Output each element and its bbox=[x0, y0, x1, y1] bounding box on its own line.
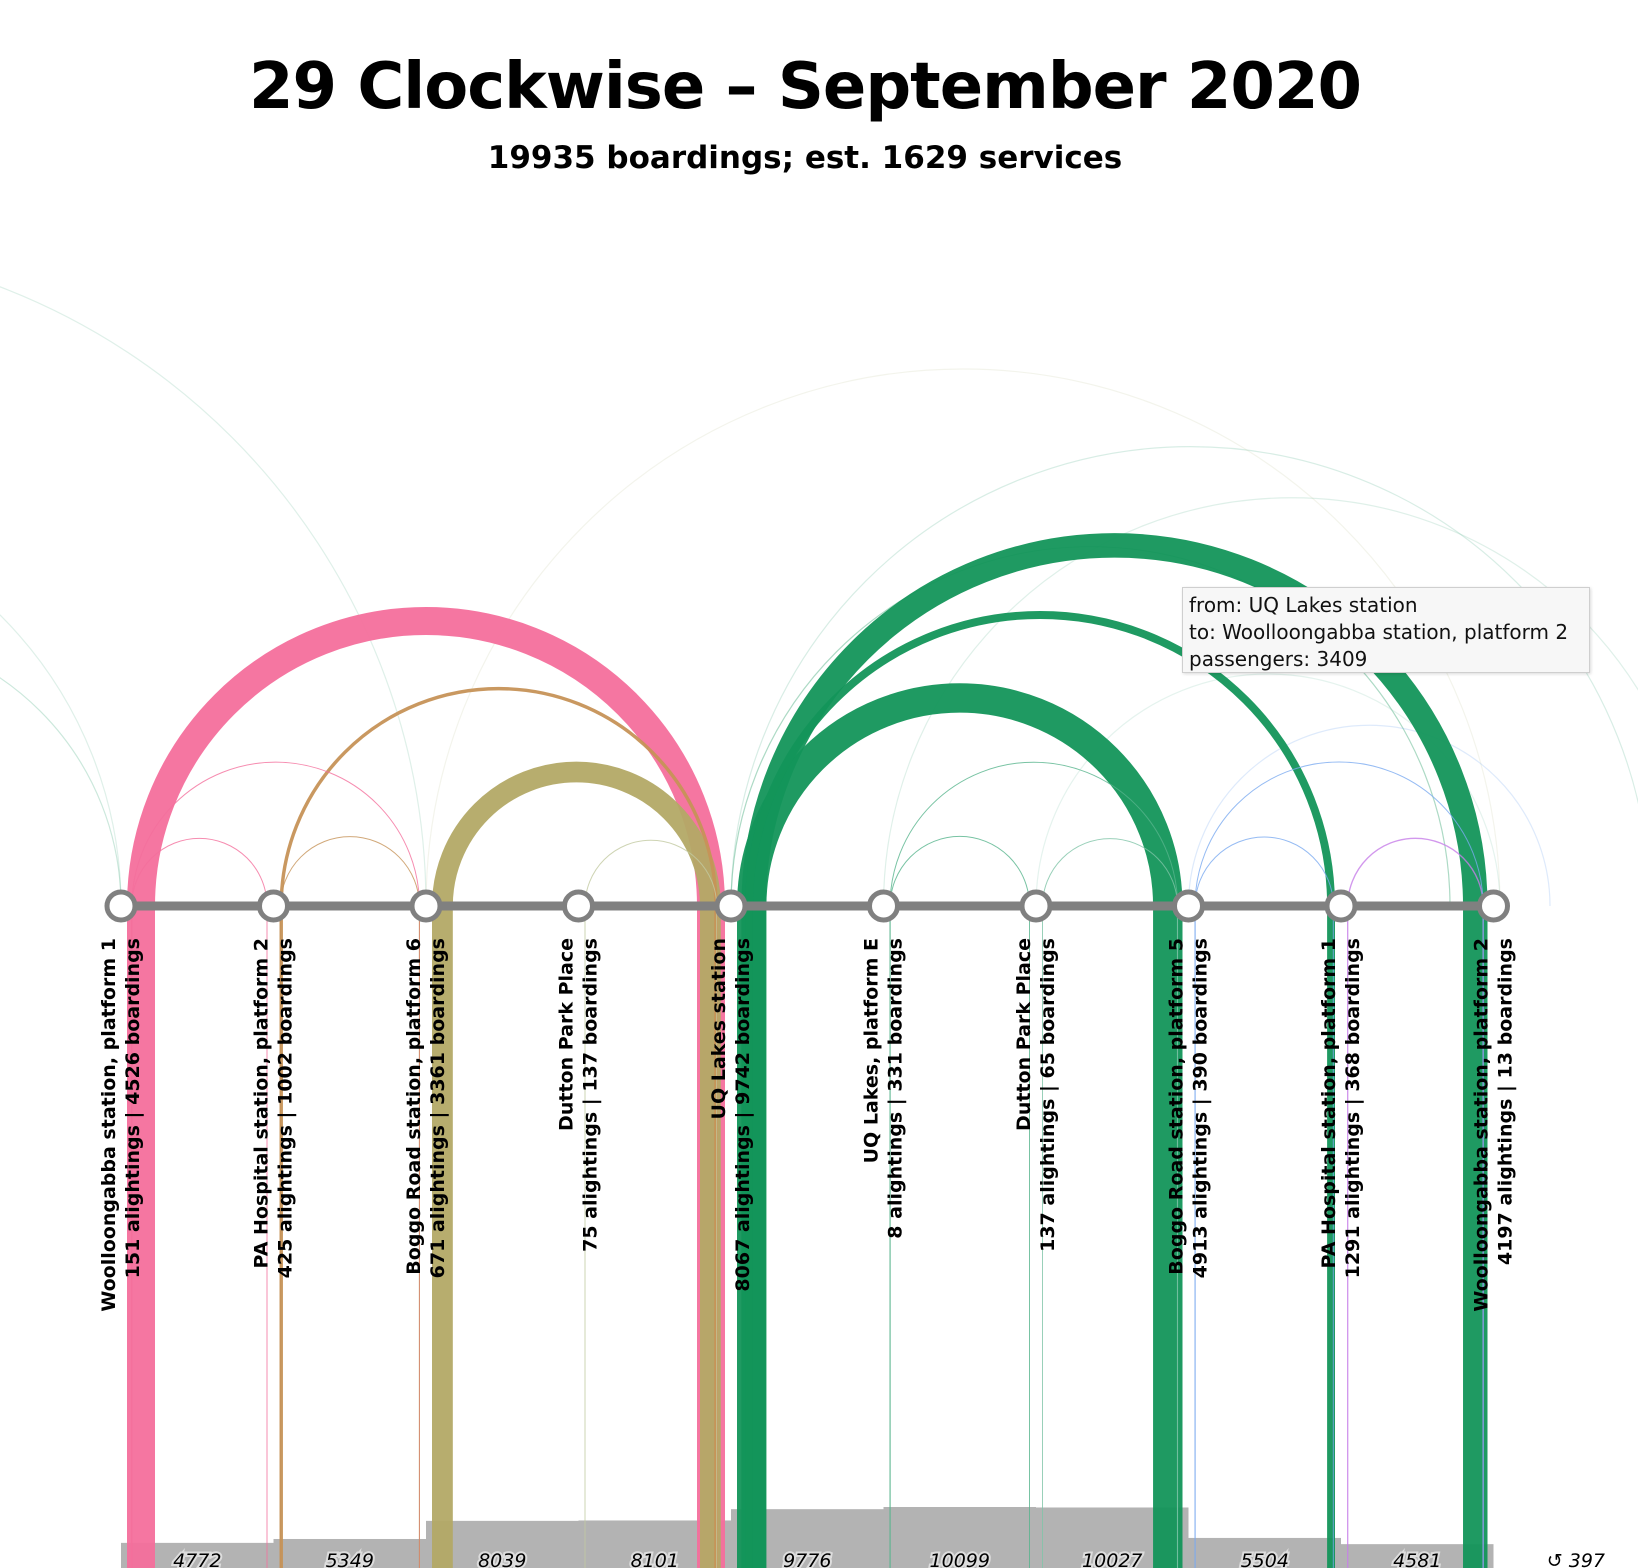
stop-label-group-8: PA Hospital station, platform 1 1291 alig… bbox=[1318, 938, 1364, 1278]
background-arcs bbox=[0, 286, 1638, 907]
stop-name-8: PA Hospital station, platform 1 bbox=[1318, 938, 1340, 1268]
stop-marker-5 bbox=[867, 889, 900, 923]
load-bar-8 bbox=[1341, 1544, 1494, 1568]
flow-arc-14 bbox=[1194, 836, 1334, 1568]
stop-marker-6 bbox=[1019, 889, 1053, 923]
stop-label-group-1: PA Hospital station, platform 2 425 aligh… bbox=[251, 938, 297, 1278]
load-bar-5 bbox=[883, 1507, 1036, 1568]
chart-subtitle: 19935 boardings; est. 1629 services bbox=[487, 140, 1123, 176]
load-bar-1 bbox=[273, 1538, 426, 1568]
background-arc-0 bbox=[0, 614, 122, 907]
stop-stats-4: 8067 alightings | 9742 boardings bbox=[732, 938, 754, 1292]
stop-name-4: UQ Lakes station bbox=[708, 938, 730, 1119]
flow-arc-11 bbox=[131, 761, 420, 1568]
stop-label-group-2: Boggo Road station, platform 6 671 alight… bbox=[403, 938, 449, 1278]
flow-arc-4 bbox=[745, 611, 1335, 1568]
tooltip-from: from: UQ Lakes station bbox=[1189, 593, 1418, 617]
stop-marker-8 bbox=[1324, 889, 1358, 923]
background-arc-2 bbox=[0, 286, 427, 907]
load-label-4: 9776 bbox=[783, 1550, 831, 1568]
flow-arc-5 bbox=[279, 686, 718, 1568]
stop-stats-1: 425 alightings | 1002 boardings bbox=[275, 938, 297, 1278]
chart-title: 29 Clockwise – September 2020 bbox=[248, 50, 1362, 124]
load-label-8: 4581 bbox=[1393, 1550, 1441, 1568]
flow-tooltip: from: UQ Lakes station to: Woolloongabba… bbox=[1182, 587, 1590, 673]
route-line bbox=[104, 889, 1510, 923]
stop-label-group-0: Woolloongabba station, platform 1 151 ali… bbox=[98, 938, 144, 1312]
flow-arc-9 bbox=[889, 762, 1179, 1568]
stop-name-2: Boggo Road station, platform 6 bbox=[403, 938, 425, 1275]
flow-arc-0 bbox=[737, 683, 1183, 1568]
stop-marker-7 bbox=[1172, 889, 1205, 923]
load-label-6: 10027 bbox=[1082, 1550, 1142, 1568]
flow-arc-3 bbox=[431, 761, 721, 1568]
stop-stats-6: 137 alightings | 65 boardings bbox=[1037, 938, 1059, 1252]
stop-label-group-7: Boggo Road station, platform 5 4913 aligh… bbox=[1166, 938, 1212, 1278]
stop-label-group-6: Dutton Park Place 137 alightings | 65 boa… bbox=[1013, 938, 1059, 1252]
flow-arcs bbox=[127, 534, 1488, 1568]
load-label-7: 5504 bbox=[1241, 1550, 1289, 1568]
tooltip-to: to: Woolloongabba station, platform 2 bbox=[1189, 620, 1569, 644]
stop-stats-0: 151 alightings | 4526 boardings bbox=[122, 938, 144, 1278]
stop-stats-3: 75 alightings | 137 boardings bbox=[580, 938, 602, 1252]
stop-name-1: PA Hospital station, platform 2 bbox=[251, 938, 273, 1268]
flow-arc-10 bbox=[584, 839, 718, 1568]
stop-name-6: Dutton Park Place bbox=[1013, 938, 1035, 1131]
load-label-3: 8101 bbox=[631, 1550, 679, 1568]
flow-arc-12 bbox=[280, 836, 420, 1568]
flow-arc-2 bbox=[741, 534, 1488, 1568]
stop-name-9: Woolloongabba station, platform 2 bbox=[1471, 938, 1493, 1312]
stop-label-group-9: Woolloongabba station, platform 2 4197 al… bbox=[1471, 938, 1517, 1312]
background-arc-7 bbox=[1035, 673, 1501, 907]
load-label-5: 10099 bbox=[930, 1550, 990, 1568]
stop-labels: Woolloongabba station, platform 1 151 ali… bbox=[98, 938, 1517, 1312]
stop-marker-9 bbox=[1477, 889, 1510, 923]
stop-name-0: Woolloongabba station, platform 1 bbox=[98, 938, 120, 1312]
load-bar-7 bbox=[1188, 1537, 1341, 1568]
stop-name-3: Dutton Park Place bbox=[556, 938, 578, 1131]
load-label-2: 8039 bbox=[478, 1550, 526, 1568]
stop-stats-8: 1291 alightings | 368 boardings bbox=[1342, 938, 1364, 1278]
stop-stats-7: 4913 alightings | 390 boardings bbox=[1190, 938, 1212, 1278]
stop-stats-5: 8 alightings | 331 boardings bbox=[885, 938, 907, 1239]
stop-marker-0 bbox=[104, 889, 138, 923]
stop-marker-2 bbox=[409, 889, 443, 923]
flow-arc-7 bbox=[131, 837, 268, 1568]
stop-label-group-3: Dutton Park Place 75 alightings | 137 boa… bbox=[556, 938, 602, 1252]
flow-arc-1 bbox=[127, 607, 725, 1568]
background-arc-1 bbox=[0, 677, 122, 907]
tooltip-passengers: passengers: 3409 bbox=[1189, 647, 1368, 671]
stop-stats-9: 4197 alightings | 13 boardings bbox=[1495, 938, 1517, 1265]
stop-name-5: UQ Lakes, platform E bbox=[861, 938, 883, 1163]
flow-arc-6 bbox=[1346, 837, 1484, 1568]
load-label-0: 4772 bbox=[173, 1550, 221, 1568]
stop-label-group-4: UQ Lakes station 8067 alightings | 9742 b… bbox=[708, 938, 754, 1292]
stop-stats-2: 671 alightings | 3361 boardings bbox=[427, 938, 449, 1278]
stop-marker-3 bbox=[562, 889, 595, 923]
stop-marker-1 bbox=[257, 889, 290, 923]
flow-arc-13 bbox=[889, 835, 1030, 1568]
background-arc-4 bbox=[730, 445, 1638, 907]
loop-load-label: ↺ 397 bbox=[1547, 1550, 1605, 1568]
load-labels: 4772 5349 8039 8101 9776 10099 10027 5504 4581 ↺ … bbox=[171, 1548, 1605, 1568]
load-label-1: 5349 bbox=[326, 1550, 374, 1568]
stop-marker-4 bbox=[714, 889, 748, 923]
stop-name-7: Boggo Road station, platform 5 bbox=[1166, 938, 1188, 1275]
background-arc-8 bbox=[1187, 724, 1551, 907]
